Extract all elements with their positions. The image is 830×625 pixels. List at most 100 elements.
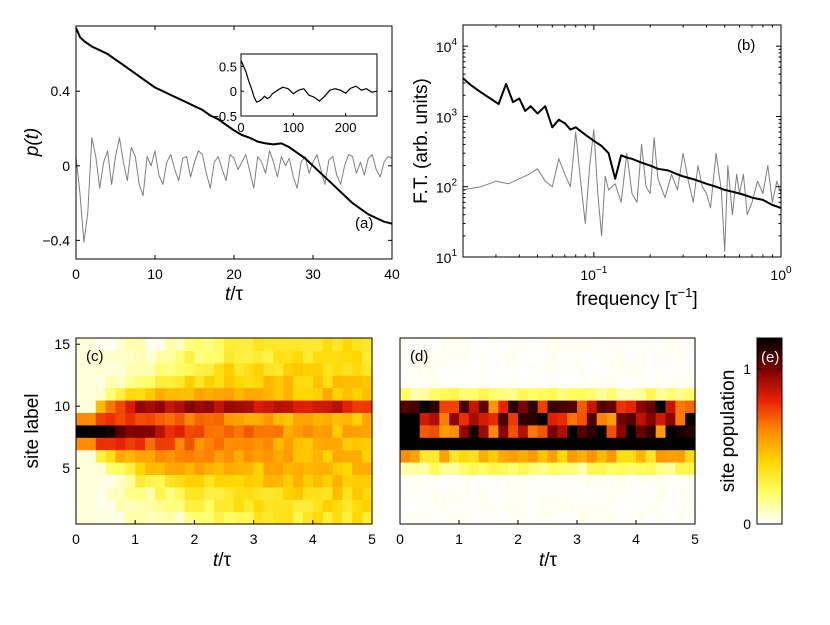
heatmap-cell: [214, 338, 225, 351]
heatmap-cell: [419, 486, 431, 500]
heatmap-cell: [636, 486, 647, 500]
heatmap-cell: [606, 474, 617, 488]
heatmap-cell: [135, 462, 146, 475]
heatmap-cell: [243, 375, 255, 389]
heatmap-cell: [204, 499, 215, 513]
heatmap-cell: [263, 511, 274, 525]
heatmap-cell: [400, 387, 411, 401]
heatmap-cell: [105, 400, 117, 413]
heatmap-cell: [184, 511, 195, 525]
heatmap-cell: [243, 362, 255, 376]
heatmap-cell: [429, 486, 440, 500]
heatmap-cell: [655, 350, 667, 364]
heatmap-cell: [400, 499, 411, 513]
heatmap-cell: [449, 511, 460, 525]
heatmap-cell: [586, 424, 598, 438]
heatmap-cell: [154, 449, 166, 463]
heatmap-cell: [293, 375, 304, 389]
heatmap-cell: [154, 486, 166, 500]
heatmap-cell: [449, 387, 460, 401]
heatmap-cell: [312, 338, 324, 351]
heatmap-cell: [616, 437, 627, 451]
heatmap-cell: [655, 338, 667, 351]
heatmap-cell: [400, 362, 411, 376]
heatmap-cell: [214, 375, 225, 389]
panel-b-ytick-label: 102: [436, 178, 458, 196]
panel-a-ylabel: p(t): [22, 128, 43, 158]
heatmap-cell: [194, 499, 205, 513]
heatmap-cell: [675, 362, 686, 376]
heatmap-cell: [362, 462, 373, 475]
heatmap-cell: [312, 350, 324, 364]
heatmap-cell: [154, 350, 166, 364]
heatmap-cell: [194, 350, 205, 364]
heatmap-cell: [76, 362, 87, 376]
heatmap-cell: [409, 449, 421, 463]
heatmap-cell: [283, 486, 294, 500]
heatmap-cell: [233, 499, 245, 513]
heatmap-cell: [224, 400, 235, 413]
heatmap-cell: [174, 362, 186, 376]
panel-b-xlabel: frequency [τ−1]: [576, 285, 698, 310]
heatmap-cell: [606, 375, 617, 389]
heatmap-cell: [655, 375, 667, 389]
heatmap-cell: [527, 412, 539, 426]
heatmap-cell: [352, 400, 363, 413]
heatmap-cell: [400, 424, 411, 438]
heatmap-cell: [636, 412, 647, 426]
heatmap-cell: [105, 486, 117, 500]
heatmap-cell: [322, 449, 334, 463]
heatmap-cell: [224, 437, 235, 451]
heatmap-cell: [488, 424, 499, 438]
heatmap-cell: [342, 462, 353, 475]
heatmap-cell: [488, 412, 499, 426]
heatmap-cell: [312, 412, 324, 426]
heatmap-cell: [606, 362, 617, 376]
heatmap-cell: [419, 387, 431, 401]
heatmap-cell: [154, 462, 166, 475]
heatmap-cell: [400, 462, 411, 475]
heatmap-cell: [498, 499, 509, 513]
heatmap-cell: [194, 474, 205, 488]
heatmap-cell: [400, 474, 411, 488]
colorbar-label: site population: [718, 370, 739, 493]
heatmap-cell: [164, 412, 176, 426]
heatmap-cell: [164, 424, 176, 438]
heatmap-cell: [685, 486, 696, 500]
panel-a-black-series: [75, 27, 393, 225]
heatmap-cell: [145, 375, 156, 389]
heatmap-cell: [577, 499, 588, 513]
heatmap-cell: [557, 474, 568, 488]
heatmap-cell: [537, 474, 549, 488]
heatmap-cell: [488, 449, 499, 463]
heatmap-cell: [312, 362, 324, 376]
heatmap-cell: [263, 412, 274, 426]
heatmap-cell: [547, 424, 558, 438]
heatmap-cell: [586, 449, 598, 463]
heatmap-cell: [567, 474, 578, 488]
heatmap-cell: [577, 412, 588, 426]
heatmap-cell: [645, 387, 657, 401]
heatmap-cell: [400, 338, 411, 351]
heatmap-cell: [508, 400, 519, 413]
heatmap-cell: [76, 338, 87, 351]
heatmap-cell: [302, 350, 314, 364]
heatmap-cell: [273, 375, 284, 389]
heatmap-cell: [596, 511, 608, 525]
heatmap-cell: [243, 437, 255, 451]
heatmap-cell: [547, 362, 558, 376]
heatmap-cell: [273, 362, 284, 376]
panel-d-ticks: 0 1 2 3 4 5: [396, 520, 699, 547]
heatmap-cell: [214, 486, 225, 500]
heatmap-cell: [459, 449, 470, 463]
heatmap-cell: [105, 387, 117, 401]
heatmap-cell: [645, 375, 657, 389]
panel-a-inset-background: [241, 54, 377, 116]
heatmap-cell: [184, 499, 195, 513]
heatmap-cell: [459, 412, 470, 426]
heatmap-cell: [154, 412, 166, 426]
heatmap-cell: [293, 462, 304, 475]
heatmap-cell: [174, 486, 186, 500]
heatmap-cell: [409, 362, 421, 376]
heatmap-cell: [557, 486, 568, 500]
